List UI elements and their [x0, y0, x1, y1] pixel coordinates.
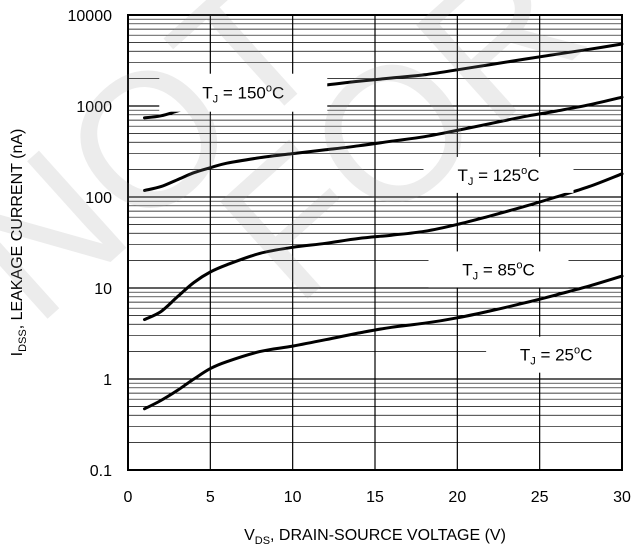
- series-label-1: TJ = 125oC: [457, 165, 539, 188]
- x-tick-label: 10: [284, 489, 302, 506]
- x-tick-labels: 0 5 10 15 20 25 30: [124, 489, 631, 506]
- y-tick-label: 1000: [76, 99, 112, 116]
- x-tick-label: 20: [448, 489, 466, 506]
- plot-frame: [127, 14, 623, 471]
- series-line-2: [143, 172, 624, 322]
- x-axis-label: VDS, DRAIN-SOURCE VOLTAGE (V): [244, 527, 506, 547]
- y-tick-labels: 0.1 1 10 100 1000 10000: [68, 8, 113, 480]
- y-tick-label: 1: [103, 372, 112, 389]
- series-label-box-3: [486, 336, 627, 373]
- series-line-3: [143, 274, 624, 411]
- y-tick-label: 10000: [68, 8, 113, 25]
- series-label-2: TJ = 85oC: [462, 259, 535, 282]
- series-labels: TJ = 150oC TJ = 125oC TJ = 85oC TJ = 25oC: [202, 83, 592, 368]
- series-line-1: [143, 95, 624, 192]
- y-axis-label: IDSS, LEAKAGE CURRENT (nA): [9, 129, 29, 357]
- y-tick-label: 0.1: [90, 463, 112, 480]
- series-label-boxes: [159, 73, 627, 373]
- series-label-box-0: [159, 73, 328, 112]
- x-tick-label: 5: [206, 489, 215, 506]
- x-tick-label: 25: [531, 489, 549, 506]
- x-tick-label: 15: [366, 489, 384, 506]
- x-tick-label: 30: [613, 489, 631, 506]
- series-label-0: TJ = 150oC: [202, 83, 284, 106]
- series-label-3: TJ = 25oC: [520, 345, 593, 368]
- series-label-box-1: [423, 156, 574, 193]
- series-label-box-2: [428, 251, 569, 288]
- y-tick-label: 100: [85, 190, 112, 207]
- x-tick-label: 0: [124, 489, 133, 506]
- y-tick-label: 10: [94, 281, 112, 298]
